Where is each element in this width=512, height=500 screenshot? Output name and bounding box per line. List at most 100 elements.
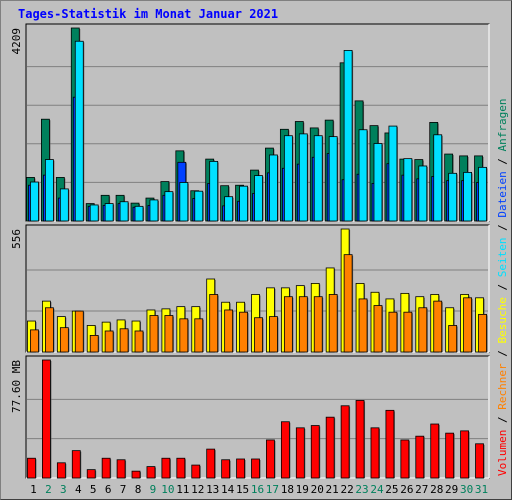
day-label-22: 22 <box>340 483 353 496</box>
bar-rechner-11 <box>179 318 189 353</box>
day-label-21: 21 <box>326 483 339 496</box>
bar-volumen-16 <box>251 458 260 479</box>
day-label-19: 19 <box>296 483 309 496</box>
bar-volumen-14 <box>221 459 231 479</box>
bar-rechner-4 <box>74 310 84 353</box>
bar-volumen-28 <box>430 423 440 479</box>
bar-seiten-1 <box>30 181 39 222</box>
panel-volume-max-label: 77.60 MB <box>10 360 23 413</box>
day-label-23: 23 <box>355 483 368 496</box>
day-label-2: 2 <box>45 483 52 496</box>
bars-layer <box>26 27 488 479</box>
bar-volumen-2 <box>42 359 51 479</box>
bar-rechner-29 <box>448 325 458 353</box>
bar-rechner-13 <box>209 294 219 353</box>
bar-volumen-22 <box>340 405 350 479</box>
day-label-12: 12 <box>191 483 204 496</box>
bar-rechner-25 <box>388 311 398 353</box>
day-label-17: 17 <box>266 483 279 496</box>
day-label-8: 8 <box>135 483 142 496</box>
day-label-3: 3 <box>60 483 67 496</box>
bar-rechner-27 <box>418 307 428 353</box>
day-label-11: 11 <box>176 483 189 496</box>
day-label-26: 26 <box>400 483 413 496</box>
bar-seiten-23 <box>358 129 368 222</box>
bar-seiten-4 <box>74 40 84 222</box>
right-legend: Volumen / Rechner / Besuche / Seiten / D… <box>496 98 509 476</box>
chart-title: Tages-Statistik im Monat Januar 2021 <box>18 7 279 21</box>
bar-rechner-12 <box>194 318 204 353</box>
bar-rechner-23 <box>358 298 368 353</box>
bar-volumen-25 <box>385 409 395 479</box>
bar-volumen-27 <box>415 435 425 479</box>
panel-volume-box <box>25 355 490 479</box>
bar-rechner-21 <box>328 294 338 353</box>
bar-volumen-31 <box>475 443 484 479</box>
panel-visits-max-label: 556 <box>10 229 23 249</box>
bar-rechner-28 <box>433 300 443 353</box>
day-label-13: 13 <box>206 483 219 496</box>
day-label-27: 27 <box>415 483 428 496</box>
panels-layer <box>25 23 490 479</box>
bar-seiten-19 <box>298 133 308 222</box>
bar-volumen-3 <box>56 462 66 479</box>
bar-seiten-9 <box>149 199 159 222</box>
bar-seiten-21 <box>328 136 338 222</box>
day-label-14: 14 <box>221 483 235 496</box>
bar-seiten-13 <box>209 160 219 222</box>
bar-volumen-13 <box>206 448 216 479</box>
bar-volumen-29 <box>445 432 455 479</box>
bar-volumen-26 <box>400 439 410 479</box>
bar-volumen-12 <box>191 464 201 479</box>
day-label-7: 7 <box>120 483 127 496</box>
bar-rechner-7 <box>119 328 129 353</box>
bar-rechner-20 <box>313 296 323 353</box>
bar-seiten-29 <box>448 172 458 222</box>
day-label-29: 29 <box>445 483 458 496</box>
bar-seiten-26 <box>403 158 413 222</box>
legend-part-2: Rechner <box>496 363 509 410</box>
bar-volumen-9 <box>146 466 156 479</box>
bar-volumen-5 <box>86 469 96 479</box>
legend-part-6: Seiten <box>496 238 509 278</box>
day-label-16: 16 <box>251 483 264 496</box>
bar-seiten-14 <box>224 196 234 222</box>
bar-volumen-24 <box>370 427 380 479</box>
legend-part-3: / <box>496 344 509 364</box>
bar-seiten-25 <box>388 125 398 222</box>
panel-hits-max-label: 4209 <box>10 28 23 55</box>
legend-part-9: / <box>496 151 509 171</box>
bar-volumen-21 <box>325 416 335 479</box>
day-label-25: 25 <box>385 483 398 496</box>
legend-part-0: Volumen <box>496 430 509 476</box>
bar-rechner-6 <box>104 330 114 353</box>
bar-rechner-15 <box>239 311 248 353</box>
bar-rechner-2 <box>45 307 54 353</box>
bar-volumen-1 <box>27 457 36 479</box>
day-label-28: 28 <box>430 483 443 496</box>
day-label-1: 1 <box>30 483 37 496</box>
bar-rechner-26 <box>403 311 413 353</box>
bar-seiten-22 <box>343 50 353 222</box>
bar-seiten-17 <box>269 154 278 222</box>
bar-seiten-30 <box>463 171 472 222</box>
bar-volumen-19 <box>295 427 305 479</box>
bar-volumen-8 <box>131 470 141 479</box>
day-label-9: 9 <box>150 483 157 496</box>
bar-seiten-27 <box>418 165 428 222</box>
day-label-30: 30 <box>460 483 473 496</box>
bar-rechner-19 <box>298 296 308 353</box>
bar-seiten-31 <box>478 166 487 222</box>
day-label-20: 20 <box>311 483 324 496</box>
bar-rechner-31 <box>478 313 487 353</box>
bar-volumen-15 <box>236 458 245 479</box>
bar-rechner-8 <box>134 330 144 353</box>
bar-seiten-15 <box>239 185 248 222</box>
bar-volumen-20 <box>310 425 320 479</box>
bar-volumen-30 <box>460 430 469 479</box>
bar-volumen-11 <box>176 457 186 479</box>
bar-seiten-12 <box>194 190 204 222</box>
day-label-6: 6 <box>105 483 112 496</box>
bar-rechner-18 <box>283 296 293 353</box>
bar-volumen-6 <box>101 457 111 479</box>
